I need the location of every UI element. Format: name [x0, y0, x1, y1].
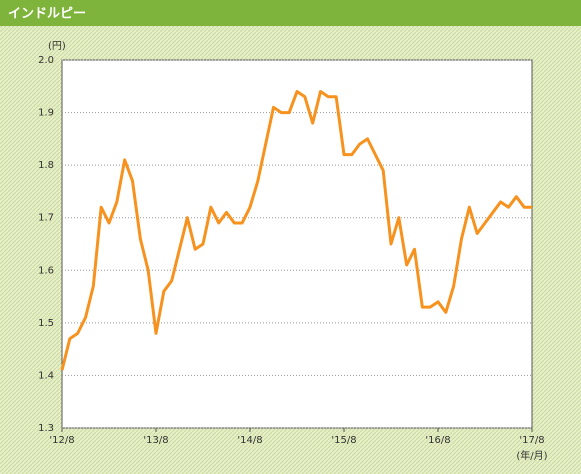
chart-title: インドルピー — [8, 7, 86, 22]
y-tick-label: 1.3 — [38, 423, 54, 434]
title-bar — [0, 0, 581, 26]
y-tick-label: 2.0 — [38, 55, 54, 66]
x-tick-label: '16/8 — [425, 435, 450, 446]
x-tick-label: '13/8 — [143, 435, 168, 446]
y-tick-label: 1.6 — [38, 265, 54, 276]
x-unit: (年/月) — [516, 449, 547, 462]
y-tick-label: 1.8 — [38, 160, 54, 171]
y-unit: (円) — [48, 41, 66, 52]
y-tick-label: 1.4 — [38, 370, 54, 381]
y-tick-label: 1.5 — [38, 318, 54, 329]
x-tick-label: '12/8 — [49, 435, 74, 446]
x-tick-label: '17/8 — [519, 435, 544, 446]
y-tick-label: 1.9 — [38, 108, 54, 119]
y-tick-label: 1.7 — [38, 213, 54, 224]
x-tick-label: '14/8 — [237, 435, 262, 446]
line — [60, 90, 532, 371]
x-tick-label: '15/8 — [331, 435, 356, 446]
